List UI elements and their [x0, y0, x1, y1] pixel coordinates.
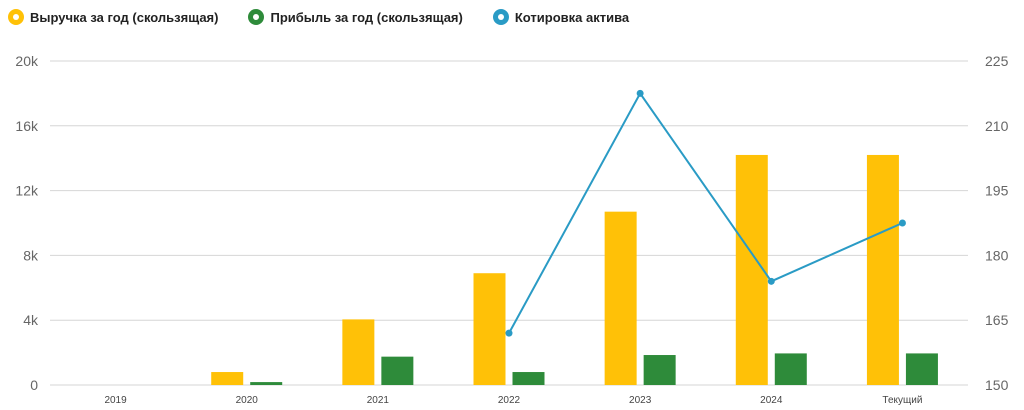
y-left-tick-label: 4k — [23, 312, 39, 328]
y-right-tick-label: 225 — [985, 53, 1009, 69]
y-left-tick-label: 0 — [30, 377, 38, 393]
x-tick-label: 2024 — [760, 395, 783, 406]
y-right-tick-label: 210 — [985, 118, 1009, 134]
legend-label-profit: Прибыль за год (скользящая) — [270, 9, 463, 25]
x-tick-label: 2019 — [104, 395, 127, 406]
revenue-bar[interactable] — [604, 211, 637, 385]
revenue-bar[interactable] — [866, 154, 899, 385]
revenue-bar[interactable] — [473, 273, 506, 385]
profit-bar[interactable] — [643, 355, 676, 385]
y-left-tick-label: 16k — [15, 118, 39, 134]
quote-point[interactable] — [898, 219, 906, 227]
profit-bar[interactable] — [774, 353, 807, 385]
profit-bar[interactable] — [381, 356, 414, 385]
x-tick-label: Текущий — [882, 395, 922, 406]
y-right-tick-label: 150 — [985, 377, 1009, 393]
y-left-tick-label: 20k — [15, 53, 39, 69]
profit-bar[interactable] — [512, 372, 545, 385]
legend-item-profit[interactable]: Прибыль за год (скользящая) — [248, 9, 463, 25]
x-tick-label: 2021 — [367, 395, 390, 406]
y-left-tick-label: 8k — [23, 247, 39, 263]
quote-line — [508, 91, 903, 334]
profit-bar[interactable] — [905, 353, 938, 385]
legend-item-revenue[interactable]: Выручка за год (скользящая) — [8, 9, 218, 25]
quote-point[interactable] — [636, 89, 644, 97]
legend-label-revenue: Выручка за год (скользящая) — [30, 9, 219, 25]
revenue-bar[interactable] — [342, 319, 375, 385]
x-tick-label: 2020 — [236, 395, 259, 406]
legend-marker-quote — [492, 9, 509, 25]
legend-marker-revenue — [8, 9, 24, 25]
y-right-tick-label: 180 — [985, 247, 1009, 263]
y-left-tick-label: 12k — [15, 183, 39, 199]
y-right-tick-label: 195 — [985, 183, 1009, 199]
chart-legend: Выручка за год (скользящая) Прибыль за г… — [8, 6, 659, 28]
quote-point[interactable] — [505, 329, 513, 337]
revenue-bar[interactable] — [211, 372, 244, 385]
x-tick-label: 2023 — [629, 395, 652, 406]
profit-bar[interactable] — [250, 382, 283, 385]
x-tick-label: 2022 — [498, 395, 521, 406]
quote-point[interactable] — [767, 277, 775, 285]
legend-item-quote[interactable]: Котировка актива — [492, 9, 630, 25]
legend-marker-profit — [248, 9, 265, 25]
y-right-tick-label: 165 — [985, 312, 1009, 328]
legend-label-quote: Котировка актива — [514, 9, 630, 25]
